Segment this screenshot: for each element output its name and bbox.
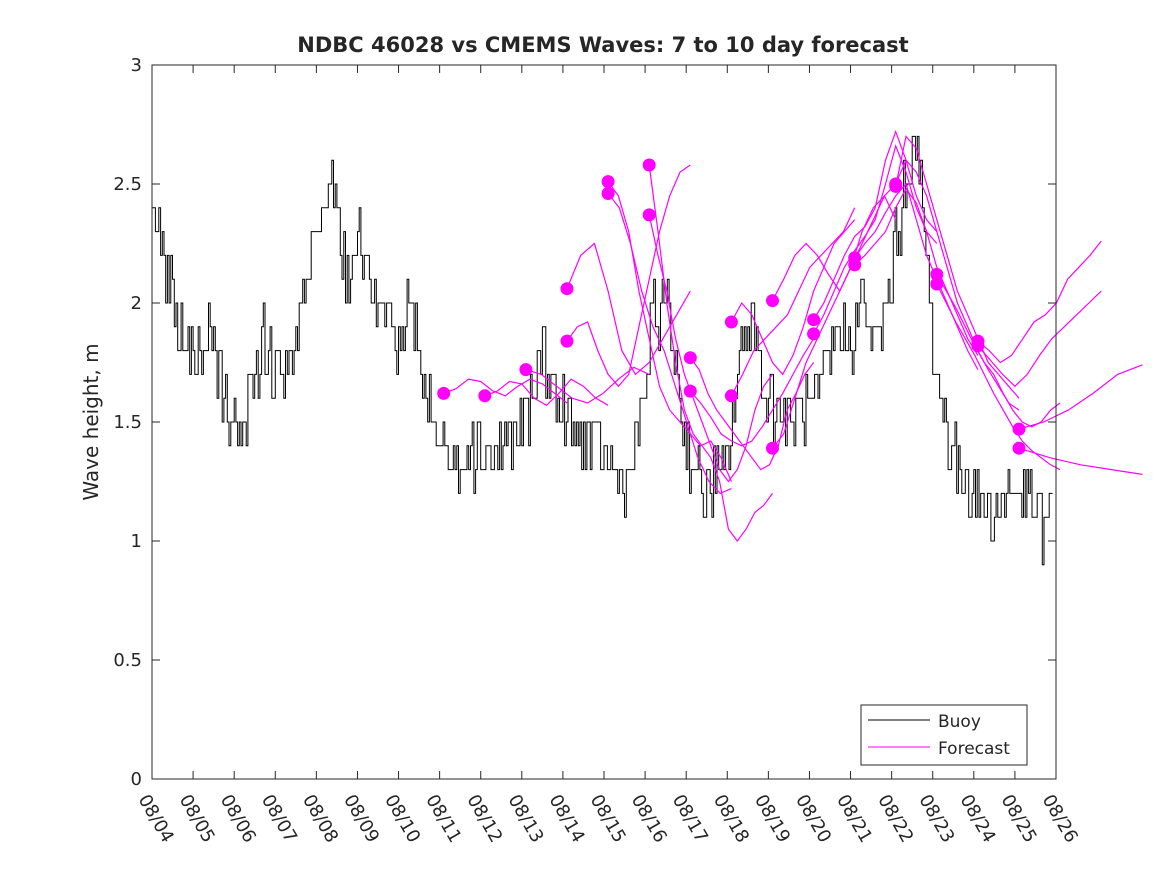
forecast-line	[525, 366, 650, 404]
forecast-marker	[601, 187, 615, 200]
forecast-markers	[437, 158, 1026, 455]
forecast-line	[813, 143, 938, 335]
y-tick-labels: 0 0.5 1 1.5 2 2.5 3	[113, 55, 142, 790]
forecast-marker	[930, 267, 944, 281]
legend-box	[860, 704, 1028, 766]
forecast-line	[484, 378, 609, 407]
forecast-marker	[519, 363, 533, 377]
forecast-marker	[437, 386, 451, 400]
forecast-line	[566, 164, 691, 388]
legend: Buoy Forecast	[860, 704, 1028, 766]
legend-forecast-label: Forecast	[938, 739, 1010, 759]
forecast-line	[730, 219, 856, 376]
forecast-line	[648, 164, 773, 543]
forecast-line	[730, 207, 856, 397]
forecast-marker	[642, 208, 656, 222]
forecast-marker	[560, 334, 574, 348]
forecast-marker	[889, 177, 903, 191]
forecast-line	[895, 159, 1020, 411]
forecast-marker	[807, 313, 821, 327]
buoy-series	[152, 135, 1053, 566]
y-tick-label: 2	[131, 293, 142, 314]
forecast-marker	[971, 339, 985, 353]
y-tick-label: 1.5	[113, 412, 142, 433]
forecast-marker	[560, 282, 574, 296]
forecast-line	[1018, 364, 1143, 430]
forecast-marker	[766, 294, 779, 308]
forecast-line	[1018, 447, 1143, 475]
forecast-marker	[683, 351, 697, 365]
forecast-line	[936, 283, 1061, 471]
forecast-line	[854, 187, 979, 356]
axis-ticks	[151, 64, 1057, 780]
y-tick-label: 0.5	[113, 650, 142, 671]
forecast-marker	[766, 441, 779, 455]
plot-frame	[151, 64, 1057, 780]
forecast-line	[689, 338, 815, 447]
y-tick-label: 3	[131, 55, 142, 76]
forecast-marker	[683, 384, 697, 398]
forecast-line	[813, 129, 938, 321]
forecast-line	[443, 378, 568, 404]
y-tick-label: 0	[131, 769, 142, 790]
forecast-line	[854, 182, 979, 370]
forecast-marker	[807, 327, 821, 341]
forecast-marker	[601, 175, 615, 189]
buoy-line	[152, 135, 1053, 566]
forecast-marker	[478, 389, 492, 403]
forecast-marker	[724, 389, 738, 403]
forecast-marker	[1012, 422, 1026, 436]
forecast-marker	[1012, 441, 1026, 455]
forecast-line	[772, 194, 897, 449]
forecast-line	[895, 135, 1020, 399]
forecast-marker	[724, 315, 738, 329]
forecast-line	[977, 240, 1102, 364]
forecast-line	[689, 357, 815, 471]
y-axis-label: Wave height, m	[79, 343, 103, 500]
forecast-marker	[930, 277, 944, 291]
forecast-marker	[848, 258, 862, 272]
forecast-marker	[642, 158, 656, 172]
y-tick-label: 1	[131, 531, 142, 552]
forecast-line	[607, 181, 732, 482]
forecast-line	[648, 214, 773, 483]
forecast-line	[977, 290, 1102, 388]
forecast-line	[607, 193, 732, 495]
legend-buoy-label: Buoy	[938, 712, 981, 732]
y-tick-label: 2.5	[113, 174, 142, 195]
chart-title: NDBC 46028 vs CMEMS Waves: 7 to 10 day f…	[297, 33, 908, 57]
forecast-series-group	[443, 129, 1143, 543]
